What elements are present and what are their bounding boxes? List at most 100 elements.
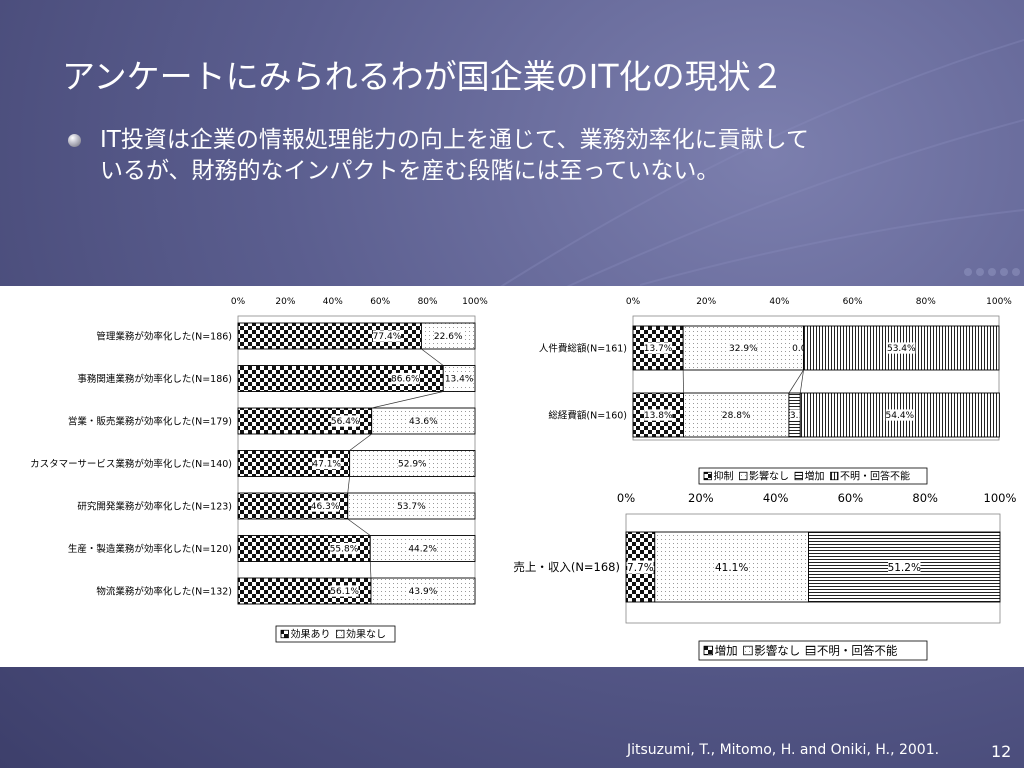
- chart-2-data-label-bg: [644, 342, 673, 354]
- chart-2-data-label: 32.9%: [729, 344, 758, 354]
- chart-2-tick-label: 100%: [986, 297, 1012, 307]
- citation: Jitsuzumi, T., Mitomo, H. and Oniki, H.,…: [627, 742, 940, 758]
- chart-2-legend-label: 不明・回答不能: [840, 470, 910, 483]
- bullet-text-line-2: いるが、財務的なインパクトを産む段階には至っていない。: [100, 158, 720, 184]
- chart-3-legend-label: 増加: [715, 644, 738, 658]
- chart-2-legend-label: 影響なし: [749, 470, 789, 483]
- chart-3-data-label: 51.2%: [888, 562, 921, 574]
- page-number: 12: [991, 742, 1012, 761]
- chart-3-legend-swatch: [805, 645, 816, 656]
- chart-1-data-label-bg: [331, 415, 360, 427]
- bullet-text-line-1: IT投資は企業の情報処理能力の向上を通じて、業務効率化に貢献して: [100, 127, 809, 153]
- chart-1-data-label-bg: [445, 372, 474, 385]
- chart-1-data-label: 55.8%: [330, 545, 359, 555]
- chart-1-data-label-bg: [397, 500, 426, 512]
- chart-3-data-label-bg: [888, 560, 921, 574]
- chart-1-tick-label: 60%: [370, 297, 390, 307]
- chart-1-legend-label: 効果あり: [291, 628, 331, 641]
- chart-1-data-label-bg: [409, 415, 438, 427]
- bullet-item: IT投資は企業の情報処理能力の向上を通じて、業務効率化に貢献して いるが、財務的…: [100, 125, 980, 187]
- chart-1-category-label: 生産・製造業務が効率化した(N=120): [68, 543, 232, 555]
- chart-2-legend-swatch: [830, 471, 839, 481]
- chart-2-data-label: 28.8%: [722, 411, 751, 421]
- chart-3-legend-label: 不明・回答不能: [817, 644, 898, 658]
- chart-3-data-label-bg: [627, 560, 654, 574]
- chart-1-data-label: 13.4%: [445, 375, 474, 385]
- chart-3-legend-swatch: [743, 645, 753, 656]
- chart-1-connector-line: [369, 561, 372, 579]
- chart-2-category-label: 総経費額(N=160): [548, 409, 627, 421]
- slide-title: アンケートにみられるわが国企業のIT化の現状２: [62, 57, 784, 96]
- chart-1-data-label-bg: [329, 542, 359, 555]
- chart-1-tick-label: 80%: [418, 297, 438, 307]
- chart-1-connector-line: [349, 433, 372, 451]
- chart-1-data-label-bg: [408, 542, 437, 555]
- chart-3-tick-label: 100%: [984, 491, 1017, 505]
- chart-1-data-label-bg: [391, 372, 420, 385]
- chart-2-tick-label: 60%: [843, 297, 863, 307]
- chart-2-data-label-bg: [729, 342, 758, 354]
- chart-1-connector-line: [347, 518, 371, 536]
- chart-1-data-label: 52.9%: [398, 460, 427, 470]
- chart-3-legend-label: 影響なし: [754, 644, 800, 658]
- chart-2-legend-swatch: [703, 471, 712, 481]
- chart-1-data-label: 46.3%: [311, 502, 340, 512]
- chart-2-data-label: 54.4%: [886, 411, 915, 421]
- chart-2-data-label-bg: [885, 409, 914, 421]
- chart-1-data-label-bg: [398, 457, 427, 470]
- chart-3-data-label: 7.7%: [627, 562, 654, 574]
- chart-1-tick-label: 20%: [275, 297, 295, 307]
- chart-2-connector-line: [799, 369, 804, 394]
- chart-2-legend-label: 抑制: [714, 470, 734, 483]
- chart-3-data-label-bg: [715, 560, 748, 574]
- chart-2-tick-label: 40%: [769, 297, 789, 307]
- chart-1-data-label-bg: [434, 330, 463, 342]
- chart-1-connector-line: [371, 391, 444, 409]
- chart-2-plot-frame: [632, 315, 1000, 441]
- chart-1-legend-label: 効果なし: [346, 628, 386, 641]
- chart-3-tick-label: 60%: [838, 491, 864, 505]
- chart-2-category-label: 人件費総額(N=161): [539, 342, 627, 354]
- chart-1-connector-line: [421, 348, 444, 366]
- chart-1-bar-segment: [370, 577, 476, 605]
- chart-1-data-label: 43.9%: [409, 587, 438, 597]
- chart-1-data-label-bg: [408, 585, 438, 597]
- chart-2-data-label: 13.7%: [644, 344, 673, 354]
- chart-1-legend-box: [275, 625, 396, 643]
- chart-1-category-label: カスタマーサービス業務が効率化した(N=140): [30, 458, 232, 470]
- chart-1-data-label: 56.1%: [330, 587, 359, 597]
- chart-1-data-label: 56.4%: [331, 417, 360, 427]
- chart-3-data-label: 41.1%: [715, 562, 748, 574]
- chart-2-data-label: 13.8%: [644, 411, 673, 421]
- chart-2-legend-swatch: [794, 471, 803, 481]
- chart-3-legend-swatch: [703, 645, 714, 656]
- chart-1-category-label: 物流業務が効率化した(N=132): [96, 585, 232, 597]
- chart-1-data-label: 86.6%: [391, 375, 420, 385]
- chart-1-data-label: 77.4%: [373, 332, 402, 342]
- chart-3-tick-label: 20%: [688, 491, 714, 505]
- chart-2-data-label: 53.4%: [887, 344, 916, 354]
- chart-3-tick-label: 0%: [617, 491, 635, 505]
- chart-1-category-label: 管理業務が効率化した(N=186): [96, 330, 232, 342]
- chart-1-legend-swatch: [336, 629, 345, 639]
- chart-1-data-label: 43.6%: [409, 417, 438, 427]
- survey-charts: 0% 20% 40% 60% 80% 100% 管理業務が効率化した(N=186) 77.4%…: [30, 297, 1017, 661]
- chart-1-connector-line: [347, 476, 350, 494]
- chart-3-tick-label: 40%: [763, 491, 789, 505]
- chart-1-tick-label: 0%: [231, 297, 246, 307]
- chart-1-tick-label: 100%: [462, 297, 488, 307]
- chart-2-legend-label: 増加: [805, 470, 825, 483]
- figure-panel: 0% 20% 40% 60% 80% 100% 管理業務が効率化した(N=186) 77.4%…: [0, 286, 1024, 667]
- chart-2-bar-segment: [799, 392, 1000, 438]
- chart-2-tick-label: 20%: [696, 297, 716, 307]
- chart-2-data-label-bg: [722, 409, 751, 421]
- chart-1-data-label-bg: [311, 500, 340, 512]
- chart-1-data-label: 53.7%: [397, 502, 426, 512]
- chart-2-legend-swatch: [739, 471, 748, 481]
- chart-1-category-label: 事務関連業務が効率化した(N=186): [77, 373, 232, 385]
- chart-2-connector-line: [788, 369, 804, 394]
- chart-1-data-label: 22.6%: [434, 332, 463, 342]
- chart-1-data-label-bg: [372, 330, 402, 342]
- chart-1-category-label: 研究開発業務が効率化した(N=123): [77, 500, 232, 512]
- chart-1-category-label: 営業・販売業務が効率化した(N=179): [68, 415, 232, 427]
